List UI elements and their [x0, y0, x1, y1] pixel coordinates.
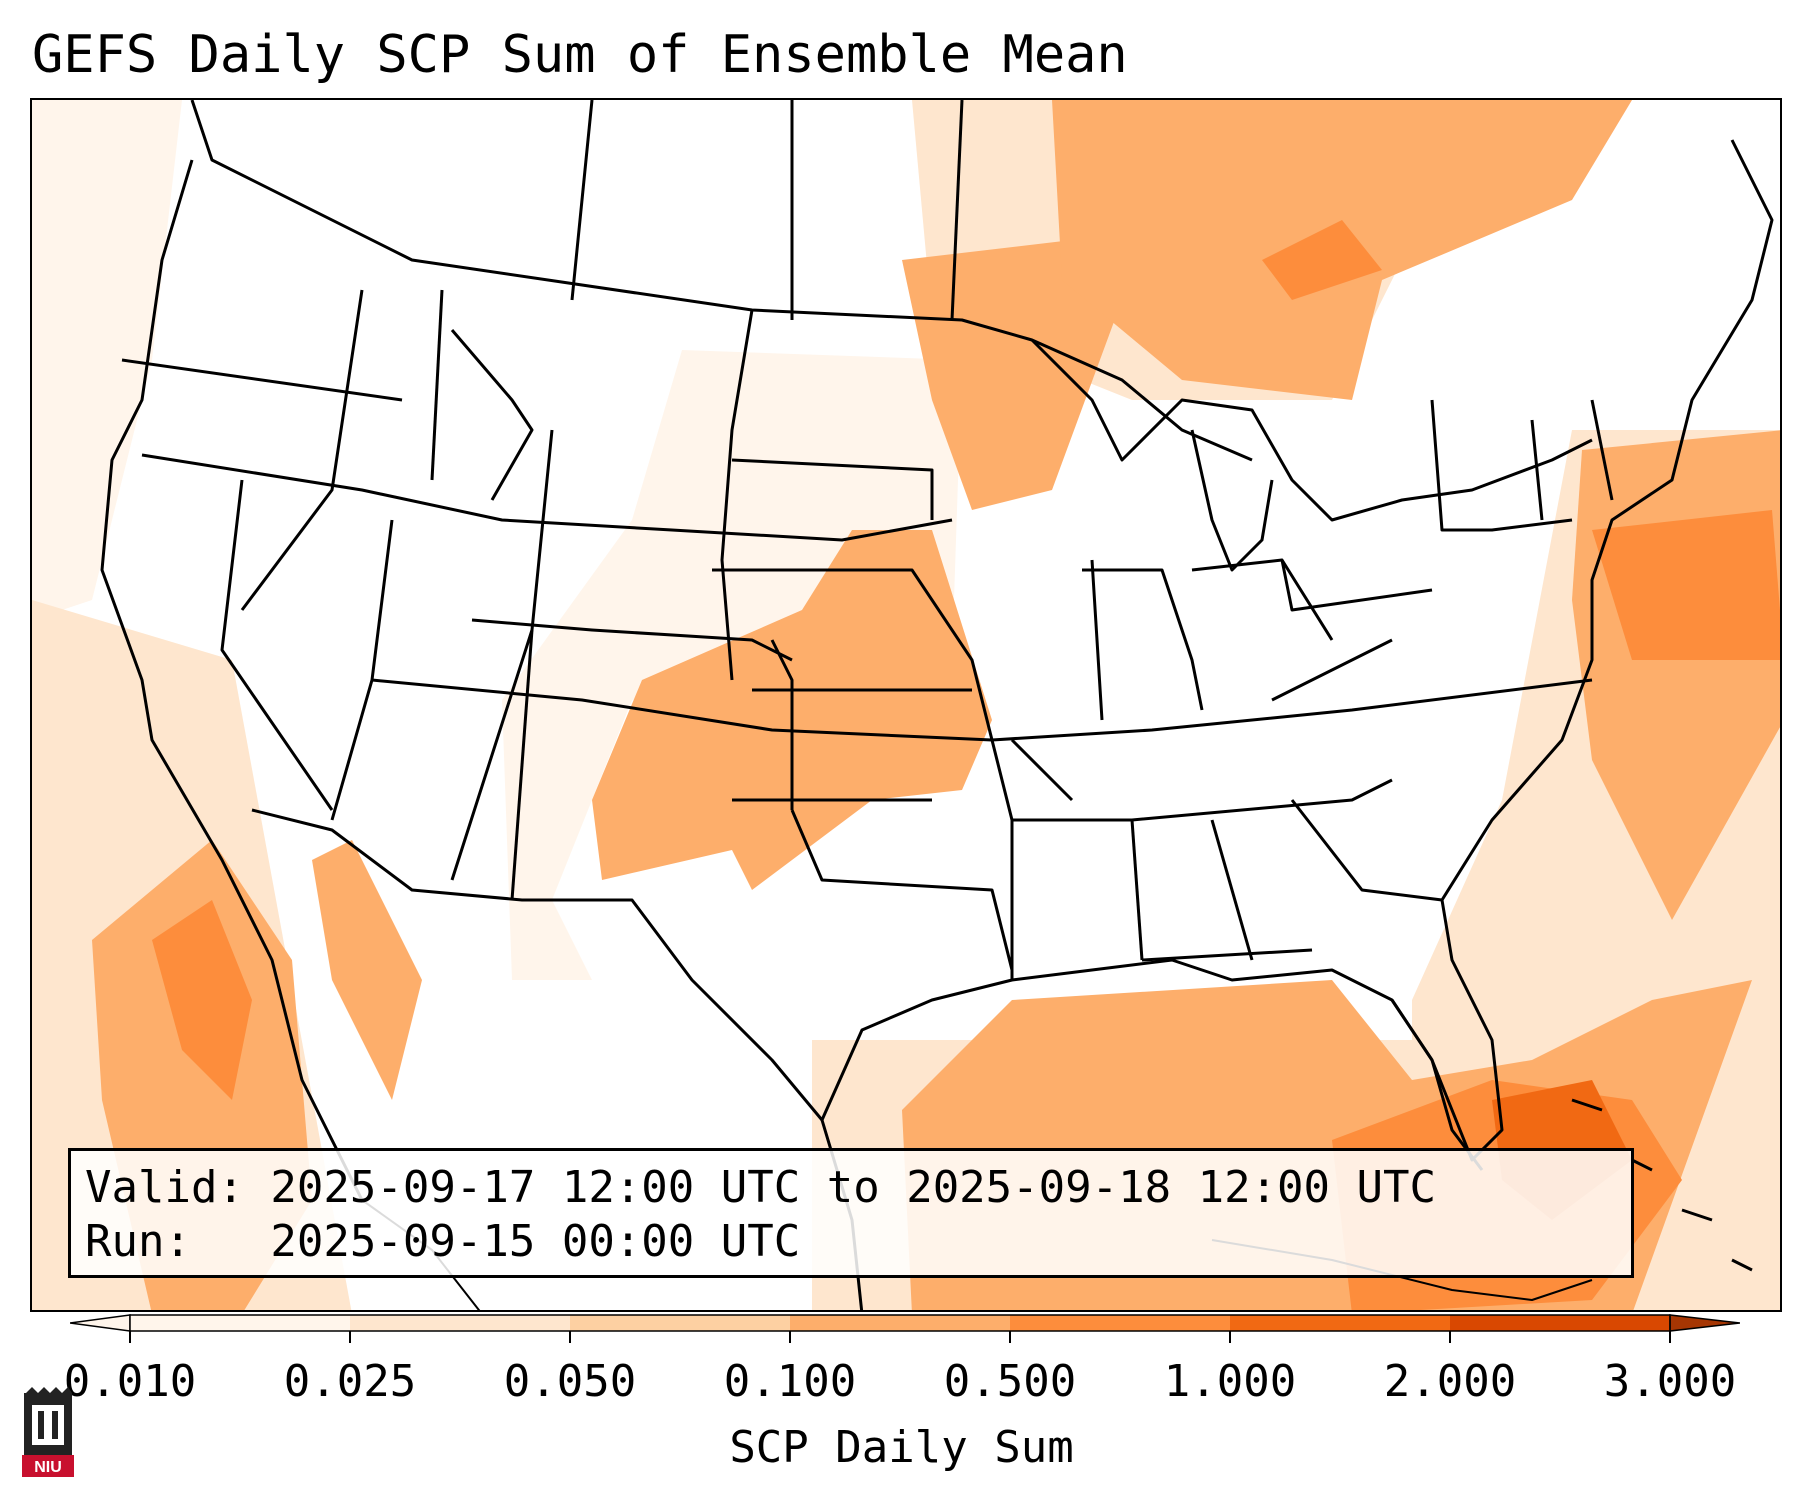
- colorbar-segment: [790, 1315, 1011, 1331]
- colorbar-tick-label: 0.010: [63, 1356, 197, 1407]
- colorbar-segment: [1450, 1315, 1671, 1331]
- colorbar-tick-label: 0.100: [723, 1356, 857, 1407]
- map-canvas: [32, 100, 1780, 1310]
- boundaries: [100, 100, 1774, 1310]
- map-panel: [30, 98, 1782, 1312]
- colorbar-segment: [570, 1315, 791, 1331]
- colorbar-segments: [70, 1314, 1740, 1332]
- scp-shading: [32, 100, 1780, 1310]
- colorbar-segment: [1010, 1315, 1231, 1331]
- colorbar: [70, 1314, 1740, 1343]
- colorbar-border: [129, 1314, 1671, 1332]
- valid-time-text: Valid: 2025-09-17 12:00 UTC to 2025-09-1…: [85, 1162, 1437, 1213]
- colorbar-tick-label: 0.025: [283, 1356, 417, 1407]
- colorbar-label: SCP Daily Sum: [729, 1422, 1074, 1473]
- colorbar-tick-label: 2.000: [1383, 1356, 1517, 1407]
- colorbar-segment: [350, 1315, 571, 1331]
- colorbar-ticks: [129, 1331, 1671, 1343]
- colorbar-tick-label: 0.050: [503, 1356, 637, 1407]
- niu-logo-icon: NIU: [22, 1387, 74, 1477]
- colorbar-extend-low: [70, 1314, 131, 1332]
- colorbar-extend-high: [1669, 1314, 1740, 1332]
- svg-text:NIU: NIU: [34, 1459, 62, 1476]
- run-time-text: Run: 2025-09-15 00:00 UTC: [85, 1216, 801, 1267]
- colorbar-segment: [1230, 1315, 1451, 1331]
- validity-info-box: Valid: 2025-09-17 12:00 UTC to 2025-09-1…: [68, 1148, 1634, 1278]
- chart-title: GEFS Daily SCP Sum of Ensemble Mean: [32, 25, 1128, 85]
- colorbar-tick-label: 3.000: [1603, 1356, 1737, 1407]
- colorbar-segment: [130, 1315, 351, 1331]
- colorbar-tick-label: 0.500: [943, 1356, 1077, 1407]
- colorbar-tick-label: 1.000: [1163, 1356, 1297, 1407]
